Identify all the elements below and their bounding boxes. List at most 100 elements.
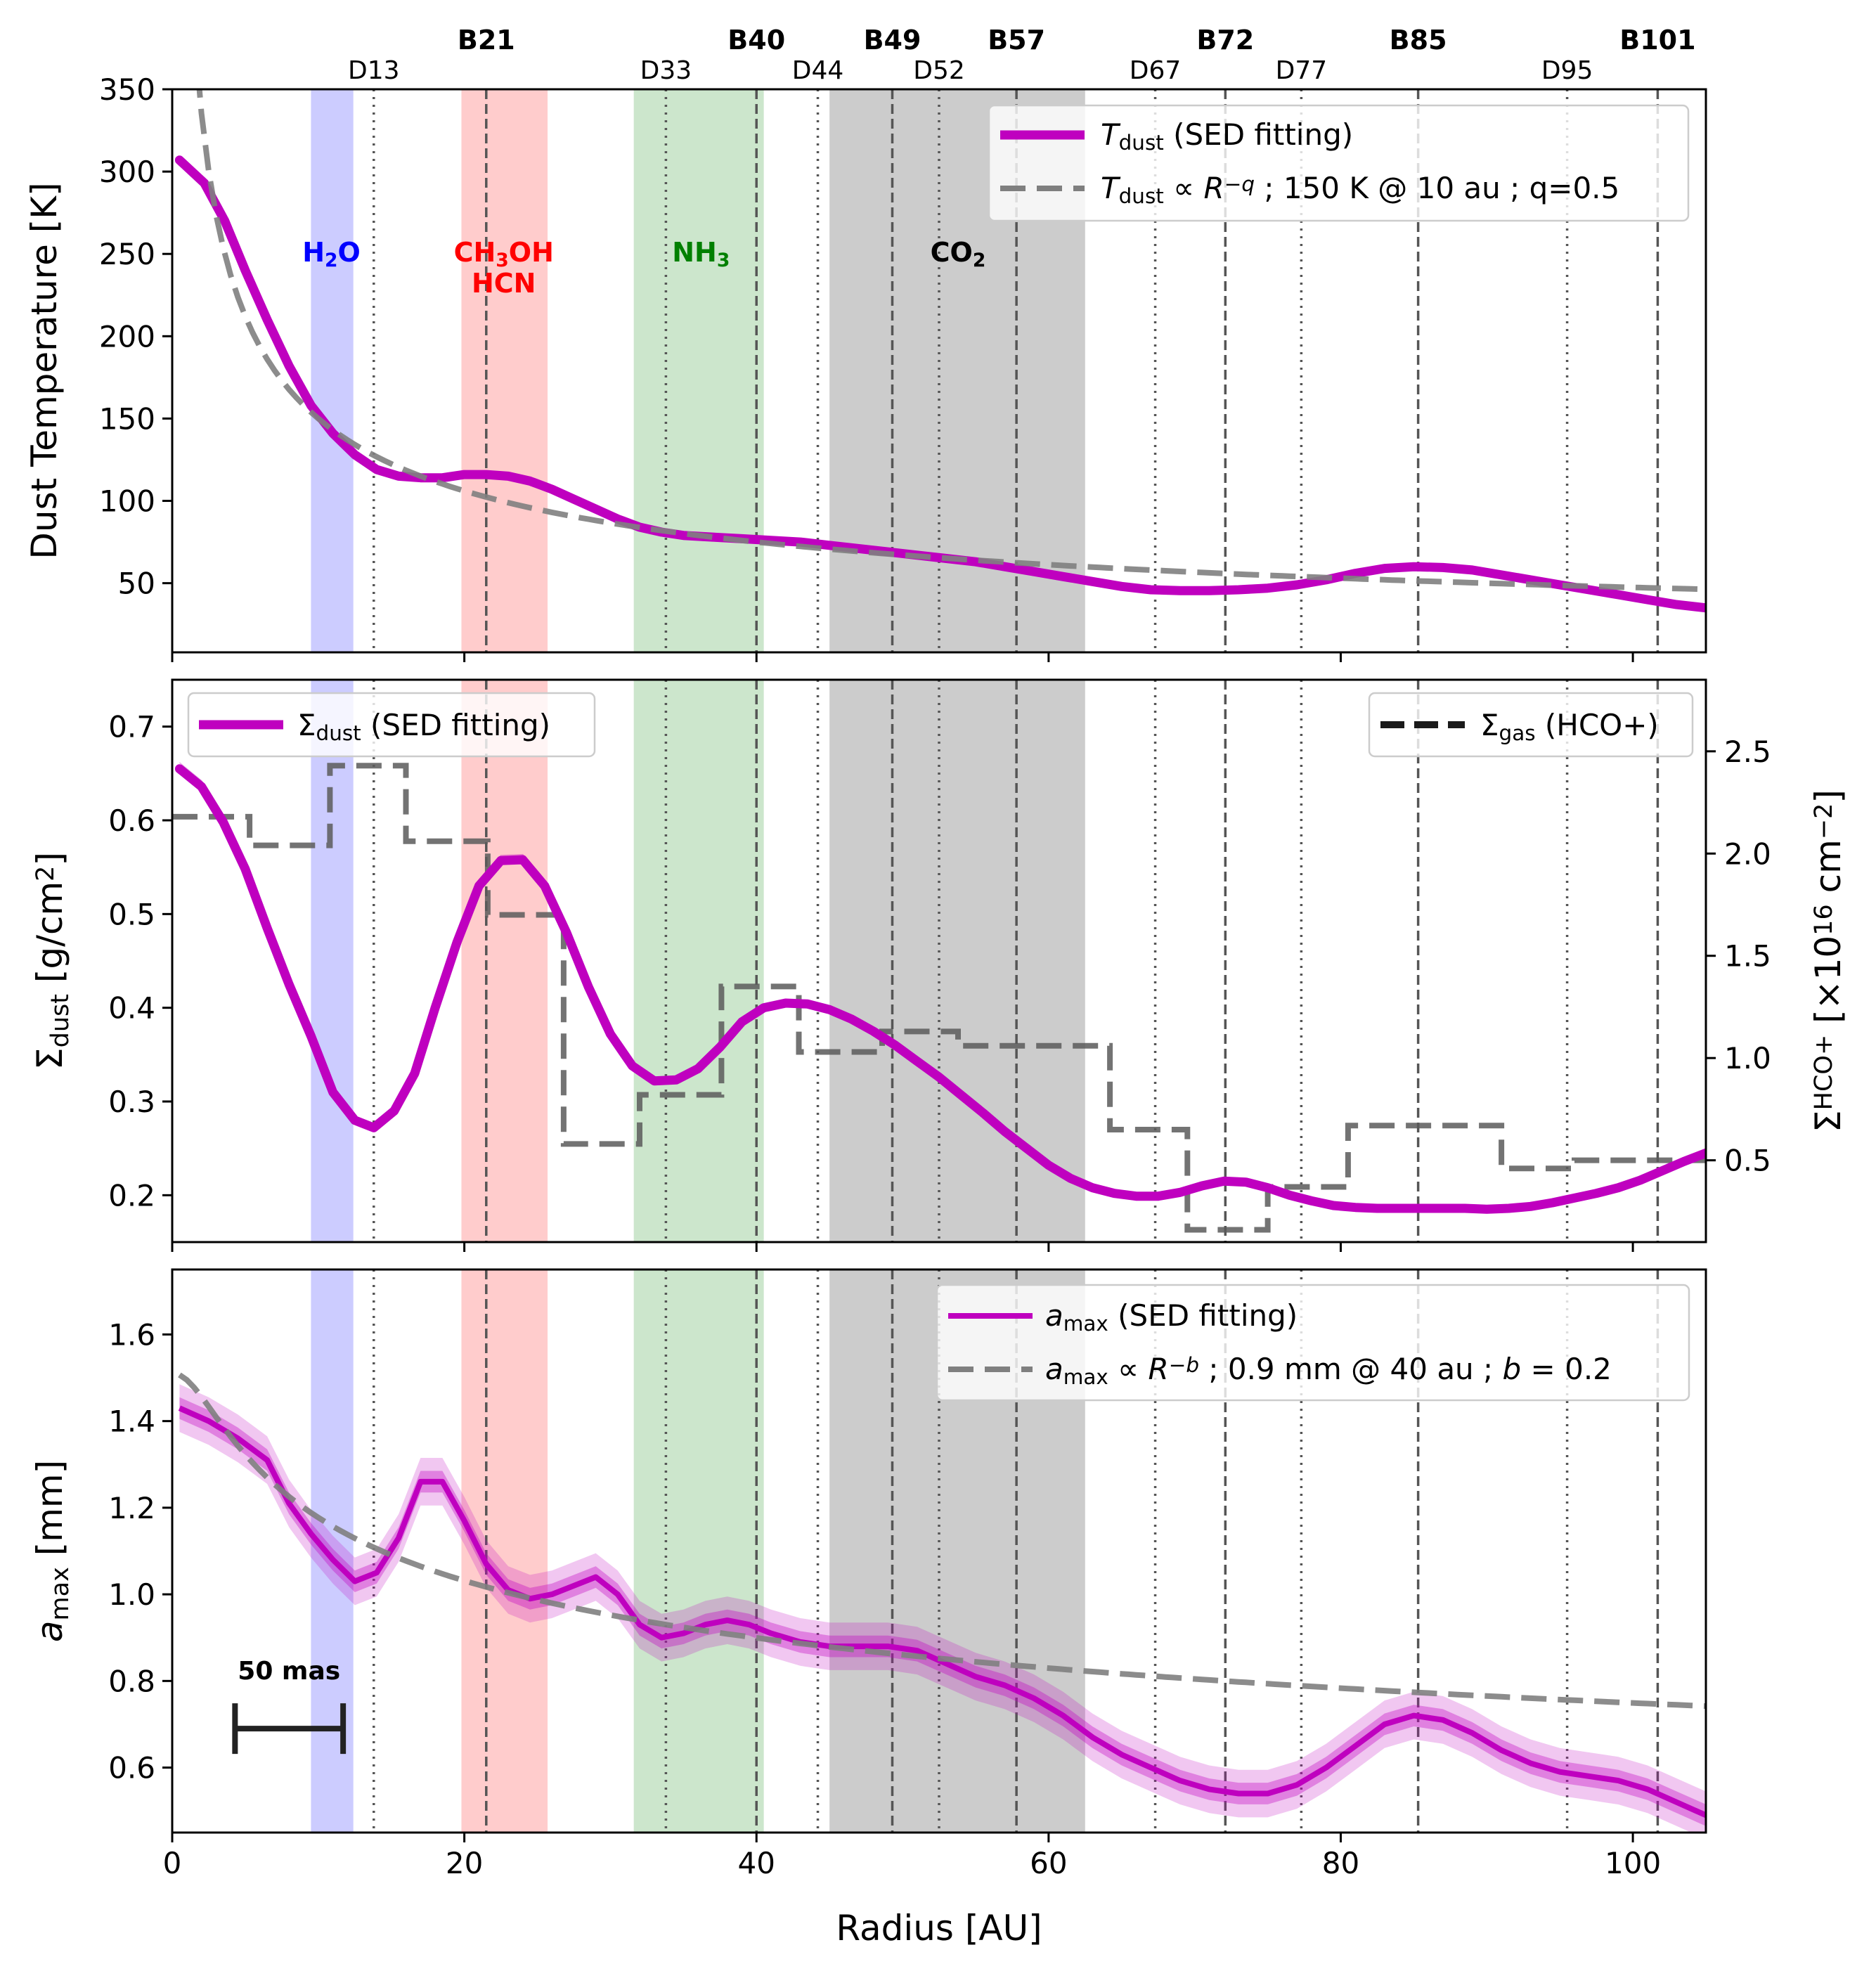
sigma-dust-y-title-part: 2 bbox=[32, 866, 60, 881]
legend-bottom bbox=[936, 1284, 1690, 1402]
legend-mid-right-label-part: (HCO+) bbox=[1536, 708, 1659, 742]
ring-label-B85: B85 bbox=[1390, 25, 1447, 56]
gap-label-D33: D33 bbox=[640, 56, 692, 85]
legend-mid-left-label-part: Σ bbox=[297, 708, 316, 742]
legend-bottom-label-2-part: = 0.2 bbox=[1521, 1352, 1612, 1386]
sigma-gas-y-tick-label: 1.0 bbox=[1724, 1041, 1771, 1075]
ring-label-B49: B49 bbox=[864, 25, 921, 56]
amax-y-tick-label: 1.2 bbox=[108, 1491, 155, 1525]
tdust-line bbox=[174, 155, 1706, 613]
legend-bottom-label-2-part: max bbox=[1063, 1365, 1108, 1389]
legend-bottom-label-2-part: b bbox=[1503, 1352, 1522, 1386]
axes-frame-0 bbox=[171, 88, 1707, 654]
gap-label-D13: D13 bbox=[348, 56, 400, 85]
ring-label-B101: B101 bbox=[1619, 25, 1695, 56]
legend-mid-right-label: Σgas (HCO+) bbox=[1480, 708, 1659, 745]
legend-bottom-label-2-part: ; 0.9 mm @ 40 au ; bbox=[1199, 1352, 1503, 1386]
ice-label-co2-part: 2 bbox=[973, 250, 986, 271]
ice-label-methanol-hcn-part: 3 bbox=[496, 250, 509, 271]
legend-top-label-1-part: (SED fitting) bbox=[1164, 117, 1353, 152]
snowline-band-methanol-hcn bbox=[461, 1270, 548, 1833]
x-tick-label: 0 bbox=[163, 1846, 182, 1880]
sigma-dust-line bbox=[174, 764, 1706, 1214]
ring-label-B40: B40 bbox=[727, 25, 785, 56]
x-tick-label: 20 bbox=[446, 1846, 483, 1880]
gap-label-D77: D77 bbox=[1276, 56, 1328, 85]
sigma-gas-y-title-part: Σ bbox=[1808, 1110, 1849, 1132]
snowline-band-co2 bbox=[829, 680, 1085, 1242]
text-layer: 0 20 40 60 80 100 50 100 150 200 250 300 350 0.2 0.3 0.… bbox=[24, 25, 1849, 1949]
legend-mid-left-label-part: (SED fitting) bbox=[361, 708, 550, 742]
gap-label-D44: D44 bbox=[792, 56, 844, 85]
sigma-dust-y-title: Σdust [g/cm2] bbox=[30, 852, 75, 1070]
legend-mid-left-label-part: dust bbox=[316, 721, 361, 745]
amax-y-tick-label: 1.6 bbox=[108, 1317, 155, 1352]
legend-bottom-label-2: amax ∝ R−b ; 0.9 mm @ 40 au ; b = 0.2 bbox=[1045, 1352, 1612, 1389]
sigma-y-tick-label: 0.7 bbox=[108, 710, 155, 744]
scalebar-label: 50 mas bbox=[238, 1657, 340, 1686]
tdust-y-title: Dust Temperature [K] bbox=[24, 182, 65, 559]
sigma-gas-y-title: ΣHCO+ [×1016 cm−2] bbox=[1808, 789, 1849, 1132]
snowline-band-water bbox=[311, 1270, 354, 1833]
legend-bottom-label-1-part: a bbox=[1045, 1298, 1063, 1333]
amax-y-title: amax [mm] bbox=[30, 1460, 75, 1642]
ice-label-co2-part: CO bbox=[931, 237, 973, 268]
legend-bottom-label-1-part: max bbox=[1063, 1312, 1108, 1336]
sigma-dust-y-title-part: Σ bbox=[30, 1047, 70, 1070]
legend-top-label-1: Tdust (SED fitting) bbox=[1101, 117, 1353, 155]
sigma-gas-y-tick-label: 1.5 bbox=[1724, 939, 1771, 974]
ice-label-water-part: H bbox=[302, 237, 325, 268]
gap-label-D67: D67 bbox=[1130, 56, 1182, 85]
snowline-band-ammonia bbox=[633, 89, 764, 652]
legend-mid-right-label-part: Σ bbox=[1480, 708, 1499, 742]
ice-label-methanol-hcn-part: CH bbox=[454, 237, 496, 268]
legend-mid-right bbox=[1368, 692, 1694, 758]
sigma-gas-y-title-part: 16 bbox=[1810, 904, 1838, 936]
legend-top-label-1-part: dust bbox=[1119, 131, 1164, 155]
ice-label-ammonia: NH3 bbox=[672, 237, 730, 271]
legend-top bbox=[988, 104, 1690, 222]
x-axis-title: Radius [AU] bbox=[836, 1908, 1042, 1949]
tdust-y-tick-label: 100 bbox=[99, 484, 155, 519]
sigma-dust-y-title-part: ] bbox=[30, 852, 70, 866]
ice-label-ammonia-part: NH bbox=[672, 237, 717, 268]
amax-y-tick-label: 0.8 bbox=[108, 1664, 155, 1698]
ice-label-co2: CO2 bbox=[931, 237, 986, 271]
amax-y-tick-label: 1.0 bbox=[108, 1577, 155, 1612]
legend-top-label-2-part: −q bbox=[1224, 172, 1255, 196]
x-tick-label: 80 bbox=[1322, 1846, 1359, 1880]
snowline-band-methanol-hcn bbox=[461, 680, 548, 1242]
sigma-gas-y-tick-label: 0.5 bbox=[1724, 1144, 1771, 1178]
axes-layer bbox=[162, 88, 1716, 1842]
legend-top-label-2-part: T bbox=[1101, 171, 1121, 205]
legend-bottom-label-2-part: −b bbox=[1169, 1353, 1199, 1377]
tdust-y-tick-label: 250 bbox=[99, 237, 155, 271]
legend-top-label-2-part: dust bbox=[1119, 184, 1164, 208]
sigma-gas-y-title-part: cm bbox=[1808, 839, 1849, 904]
amax-line bbox=[178, 1405, 1706, 1818]
ice-label-water: H2O bbox=[302, 237, 361, 271]
amax-model-line bbox=[178, 1372, 1706, 1710]
gap-label-D95: D95 bbox=[1541, 56, 1593, 85]
legend-mid-left bbox=[187, 692, 596, 758]
sigma-y-tick-label: 0.4 bbox=[108, 991, 155, 1026]
sigma-gas-y-tick-label: 2.0 bbox=[1724, 836, 1771, 871]
snowline-band-water bbox=[311, 89, 354, 652]
sigma-gas-y-tick-label: 2.5 bbox=[1724, 735, 1771, 769]
ice-label-water-part: 2 bbox=[325, 250, 338, 271]
sigma-gas-y-title-part: −2 bbox=[1810, 803, 1838, 840]
legend-top-label-2: Tdust ∝ R−q ; 150 K @ 10 au ; q=0.5 bbox=[1101, 171, 1619, 208]
ice-label-methanol-hcn-part: OH bbox=[509, 237, 554, 268]
legend-bottom-label-2-part: a bbox=[1045, 1352, 1063, 1386]
ring-label-B57: B57 bbox=[988, 25, 1045, 56]
panel-top-data bbox=[174, 89, 1706, 613]
legend-mid-right-label-part: gas bbox=[1499, 721, 1536, 745]
legend-bottom-label-1: amax (SED fitting) bbox=[1045, 1298, 1298, 1336]
ice-label-ammonia-part: 3 bbox=[717, 250, 730, 271]
amax-y-tick-label: 0.6 bbox=[108, 1751, 155, 1785]
sigma-gas-y-title-part: [×10 bbox=[1808, 936, 1849, 1035]
panel-middle-data bbox=[172, 762, 1706, 1233]
x-tick-label: 40 bbox=[738, 1846, 775, 1880]
tdust-model-line bbox=[196, 89, 1706, 593]
snowline-band-ammonia bbox=[633, 1270, 764, 1833]
